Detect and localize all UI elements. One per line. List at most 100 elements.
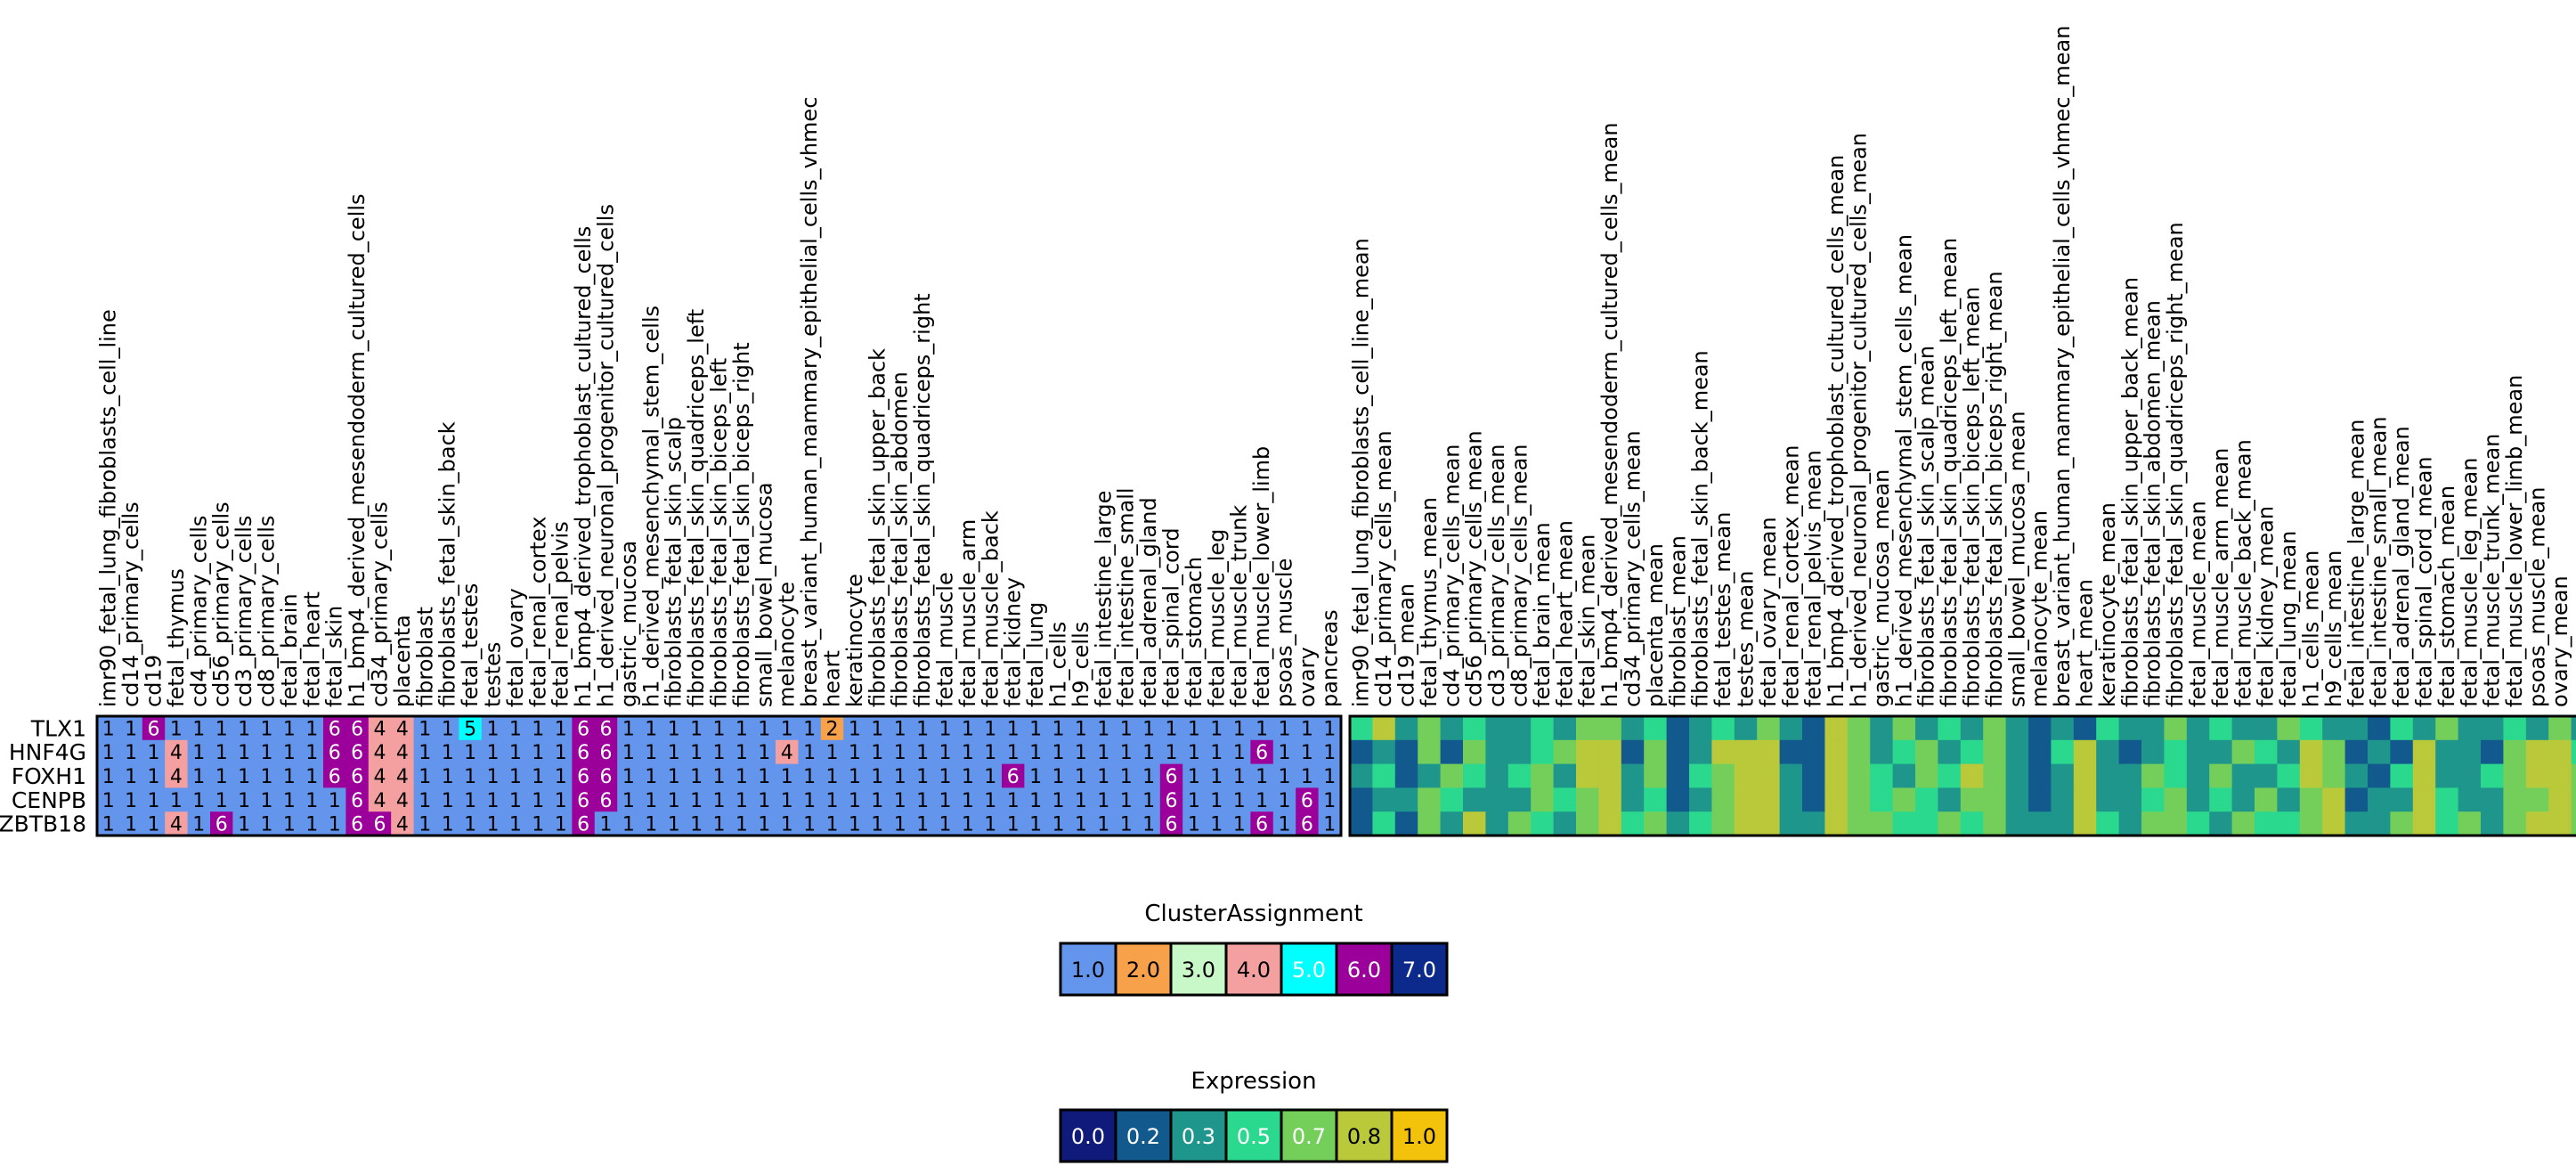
legend-swatch [1280, 942, 1338, 997]
cluster-cell-label: 1 [305, 790, 318, 812]
cluster-cell [413, 763, 437, 788]
expression-cell [2164, 787, 2188, 812]
cluster-cell-label: 1 [1120, 742, 1133, 764]
expression-cell [1350, 763, 1373, 788]
cluster-cell [1250, 787, 1274, 812]
cluster-cell-label: 1 [871, 766, 883, 788]
cluster-column-label: h1_bmp4_derived_trophoblast_cultured_cel… [571, 226, 596, 707]
cluster-cell [1046, 787, 1070, 812]
cluster-cell-label: 1 [305, 814, 318, 836]
expression-cell [2344, 787, 2369, 812]
cluster-cell [142, 716, 166, 741]
cluster-cell-label: 1 [645, 790, 657, 812]
expression-column-label: small_bowel_mucosa_mean [2004, 411, 2029, 707]
cluster-cell [979, 763, 1003, 788]
expression-cell [1463, 739, 1486, 764]
cluster-cell-label: 1 [1233, 718, 1246, 740]
cluster-column-label: fibroblasts_fetal_skin_biceps_left [707, 358, 732, 707]
cluster-cell [300, 787, 324, 812]
expression-cell [1689, 763, 1712, 788]
cluster-cell [1002, 763, 1025, 788]
cluster-cell-label: 1 [1029, 742, 1042, 764]
cluster-cell [504, 811, 527, 836]
expression-cell [2096, 763, 2119, 788]
cluster-cell-label: 1 [283, 766, 296, 788]
cluster-cell [639, 811, 663, 836]
cluster-cell-label: 1 [1052, 766, 1065, 788]
cluster-cell-label: 1 [984, 718, 996, 740]
cluster-cell [820, 739, 844, 764]
cluster-cell [956, 811, 979, 836]
cluster-cell-label: 1 [555, 814, 567, 836]
expression-cell [1507, 763, 1532, 788]
cluster-cell-label: 6 [577, 814, 589, 836]
cluster-cell [1092, 811, 1116, 836]
cluster-cell-label: 4 [374, 790, 386, 812]
cluster-cell-label: 4 [170, 742, 183, 764]
cluster-cell-label: 1 [148, 742, 160, 764]
expression-cell [2005, 763, 2029, 788]
expression-cell [2164, 763, 2188, 788]
expression-cell [2390, 716, 2414, 741]
cluster-cell-label: 1 [283, 742, 296, 764]
cluster-cell-label: 1 [487, 814, 500, 836]
cluster-cell-label: 1 [1166, 718, 1178, 740]
expression-column-label: fetal_muscle_leg_mean [2457, 458, 2482, 707]
cluster-cell-label: 4 [396, 790, 409, 812]
expression-cell [1892, 739, 1916, 764]
cluster-cell [752, 763, 776, 788]
expression-cell [2368, 716, 2391, 741]
expression-cell [2435, 739, 2458, 764]
expression-cell [1892, 716, 1916, 741]
expression-column-label: fibroblasts_fetal_skin_scalp_mean [1914, 346, 1939, 707]
cluster-cell-label: 4 [396, 718, 409, 740]
cluster-cell-label: 1 [690, 766, 703, 788]
cluster-cell [413, 739, 437, 764]
expression-column-label: fibroblasts_fetal_skin_back_mean [1688, 350, 1713, 707]
cluster-cell [1296, 811, 1319, 836]
cluster-cell-label: 1 [1233, 790, 1246, 812]
cluster-cell [413, 811, 437, 836]
expression-cell [2571, 763, 2576, 788]
expression-column-label: cd3_primary_cells_mean [1484, 444, 1509, 708]
expression-cell [2005, 716, 2029, 741]
cluster-column-label: testes [481, 642, 506, 707]
expression-cell [1418, 716, 1441, 741]
cluster-cell [1024, 716, 1048, 741]
cluster-cell-label: 1 [1075, 766, 1087, 788]
expression-cell [2118, 811, 2142, 836]
row-label: HNF4G [9, 739, 86, 765]
cluster-cell [820, 763, 844, 788]
expression-cell [2096, 811, 2119, 836]
expression-cell [1372, 787, 1396, 812]
expression-cell [2005, 739, 2029, 764]
cluster-cell-label: 1 [849, 742, 861, 764]
cluster-cell [526, 763, 550, 788]
cluster-cell-label: 1 [102, 718, 115, 740]
cluster-cell-label: 1 [1007, 718, 1020, 740]
cluster-cell-label: 1 [148, 790, 160, 812]
cluster-column-label: cd4_primary_cells [186, 516, 211, 707]
expression-cell [2344, 763, 2369, 788]
cluster-cell-label: 1 [1052, 814, 1065, 836]
cluster-cell [1137, 811, 1161, 836]
cluster-cell-label: 6 [329, 766, 341, 788]
cluster-cell-label: 6 [1166, 766, 1178, 788]
expression-cell [2231, 739, 2255, 764]
expression-cell [1960, 739, 1984, 764]
expression-cell [2028, 739, 2052, 764]
cluster-cell-label: 1 [1188, 742, 1200, 764]
cluster-cell [1115, 811, 1138, 836]
cluster-column-label: fibroblasts_fetal_skin_biceps_right [729, 342, 754, 707]
expression-cell [1666, 716, 1690, 741]
expression-column-label: heart_mean [2073, 579, 2098, 707]
expression-cell [1666, 739, 1690, 764]
expression-cell [1394, 811, 1418, 836]
expression-cell [1507, 787, 1532, 812]
cluster-column-label: fetal_muscle_lower_limb [1249, 446, 1274, 707]
cluster-cell [685, 716, 709, 741]
expression-cell [2051, 763, 2075, 788]
cluster-cell-label: 1 [464, 742, 476, 764]
cluster-column-label: fetal_heart [299, 591, 324, 707]
